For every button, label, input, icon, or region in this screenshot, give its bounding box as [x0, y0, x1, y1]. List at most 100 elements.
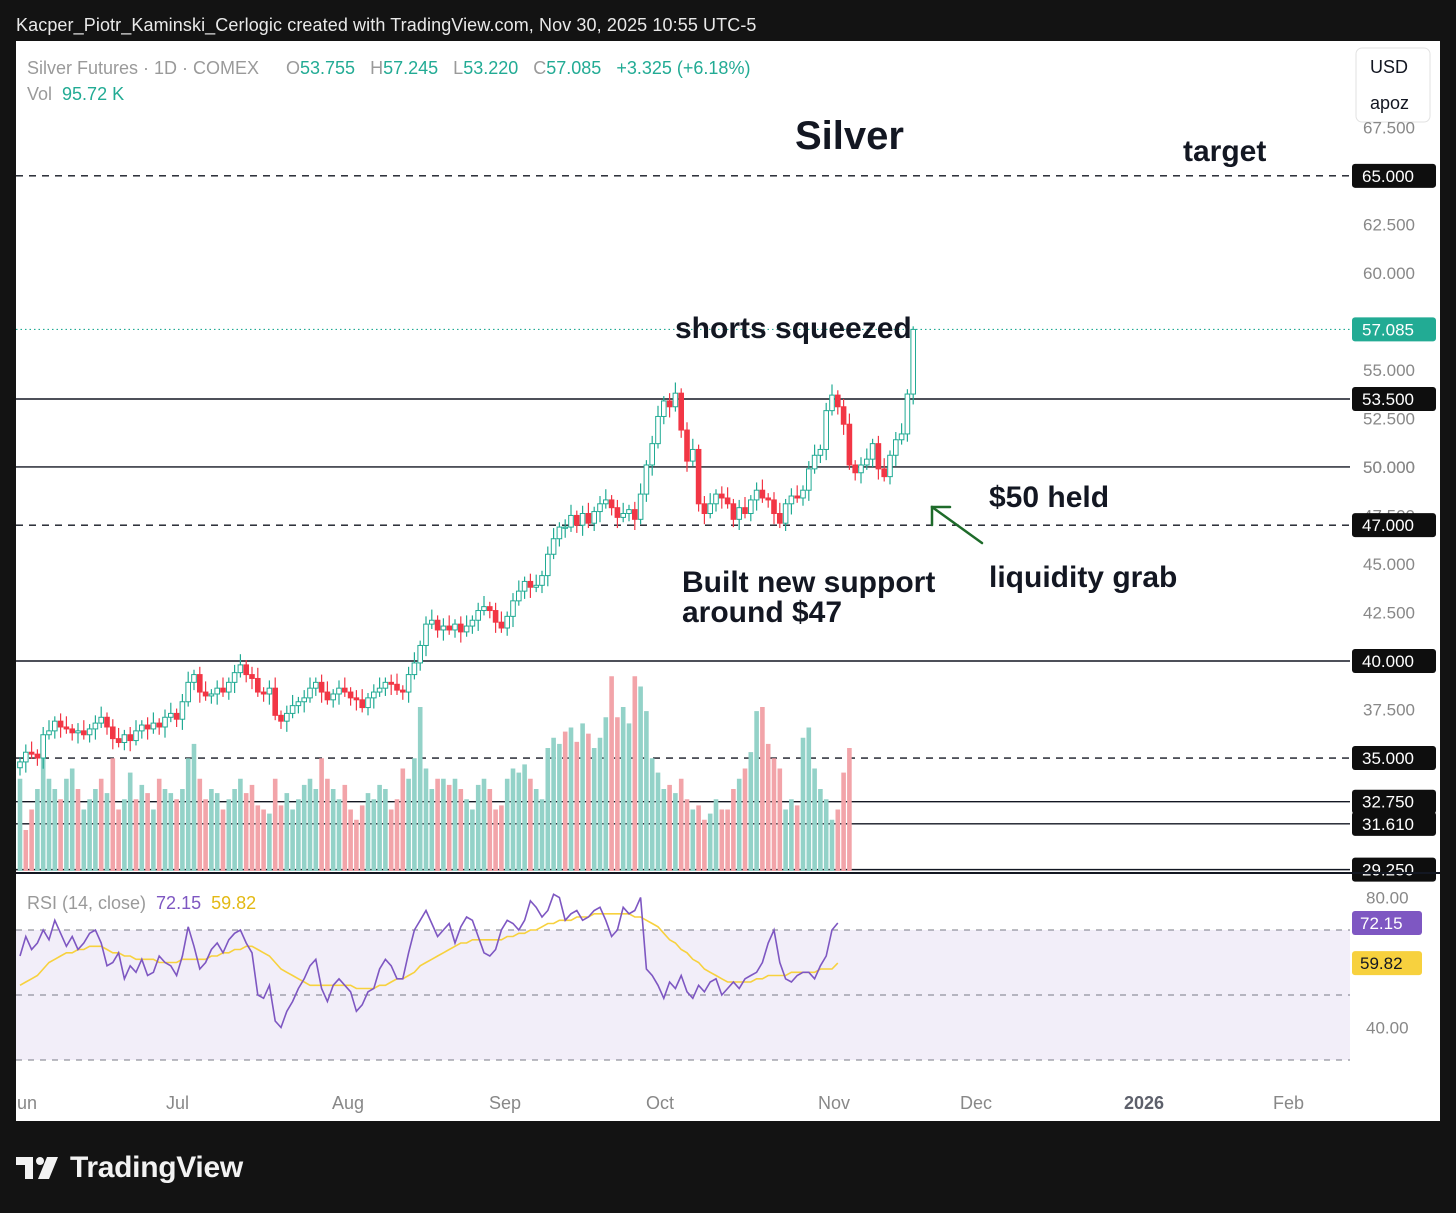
volume-bar — [516, 772, 522, 871]
level-tag-label: 32.750 — [1362, 793, 1414, 812]
tradingview-logo: TradingView — [16, 1148, 243, 1188]
candle-body — [110, 726, 116, 740]
price-tick-label: 45.000 — [1363, 555, 1415, 574]
volume-bar — [574, 741, 580, 871]
candle-body — [197, 674, 203, 693]
rsi-tick-label: 80.00 — [1366, 889, 1409, 908]
level-tag — [1352, 789, 1436, 814]
volume-bar — [104, 793, 110, 871]
volume-bar — [626, 723, 632, 871]
unit-label: apoz — [1370, 93, 1409, 113]
time-tick-label: Jul — [166, 1093, 189, 1113]
volume-bar — [383, 789, 388, 871]
candle-body — [637, 493, 644, 520]
legend-open-value: 53.755 — [300, 58, 355, 78]
volume-bar — [632, 676, 638, 871]
volume-bar — [603, 717, 609, 871]
time-axis[interactable]: Jun Jul Aug Sep Oct Nov Dec 2026 Feb — [16, 1093, 1304, 1113]
volume-bar — [290, 809, 295, 871]
volume-bar — [731, 789, 736, 871]
candle-body — [179, 701, 186, 720]
candle-body — [672, 392, 679, 408]
rsi-ma-tag-label: 59.82 — [1360, 954, 1403, 973]
volume-bar — [835, 809, 841, 871]
annotation-target: target — [1183, 135, 1266, 168]
candle-body — [63, 726, 70, 730]
candle-body — [388, 681, 394, 685]
candle-body — [742, 507, 748, 515]
volume-bar — [481, 778, 487, 871]
price-tick-label: 50.000 — [1363, 458, 1415, 477]
candle-body — [574, 514, 580, 526]
candle-body — [771, 499, 777, 515]
candle-body — [208, 693, 215, 697]
candle-body — [272, 687, 278, 716]
time-tick-label: 2026 — [1124, 1093, 1164, 1113]
candle-body — [893, 439, 899, 456]
candle-body — [661, 400, 667, 417]
volume-bar — [568, 727, 574, 871]
volume-bar — [493, 809, 498, 871]
volume-bar — [417, 707, 423, 871]
candle-body — [759, 489, 766, 499]
candle-body — [597, 503, 603, 513]
price-tick-label: 62.500 — [1363, 215, 1415, 234]
volume-bar — [359, 805, 365, 871]
currency-box[interactable]: USD apoz — [1355, 47, 1431, 123]
candle-body — [719, 493, 725, 499]
chart-svg[interactable]: Silver Futures · 1D · COMEX O53.755 H57.… — [16, 41, 1440, 1121]
candle-body — [301, 697, 307, 703]
volume-bar — [127, 772, 133, 871]
candle-body — [800, 489, 806, 499]
volume-bar — [133, 799, 139, 871]
volume-bar — [116, 809, 121, 871]
candle-body — [365, 697, 371, 709]
candle-body — [823, 410, 830, 450]
legend-low-value: 53.220 — [463, 58, 518, 78]
volume-bar — [528, 778, 533, 871]
volume-bar — [702, 819, 707, 871]
volume-bar — [533, 789, 539, 871]
volume-bar — [638, 686, 643, 871]
candle-body — [881, 468, 888, 478]
volume-bar — [765, 743, 771, 871]
candle-body — [649, 443, 656, 466]
volume-bar — [249, 784, 255, 871]
candle-body — [411, 662, 418, 676]
level-tag — [1352, 513, 1436, 538]
candle-body — [794, 495, 801, 499]
candle-body — [202, 691, 209, 697]
candle-body — [463, 625, 470, 633]
candle-body — [376, 687, 383, 693]
volume-bar — [267, 813, 272, 871]
candle-body — [875, 443, 882, 470]
candle-body — [191, 674, 197, 683]
volume-bar — [557, 743, 562, 871]
candle-body — [655, 415, 661, 445]
price-axis[interactable]: 67.50062.50060.00055.00052.50050.00047.5… — [1363, 118, 1415, 719]
candle-body — [666, 400, 673, 408]
candle-body — [910, 328, 917, 395]
volume-bar — [794, 805, 800, 871]
volume-bar — [406, 778, 411, 871]
rsi-pane[interactable]: 80.00 40.00 72.15 59.82 — [16, 889, 1422, 1061]
volume-bar — [690, 809, 696, 871]
level-tag — [1352, 317, 1436, 342]
candle-body — [144, 724, 151, 730]
volume-bar — [23, 830, 29, 871]
price-tick-label: 52.500 — [1363, 409, 1415, 428]
candle-body — [150, 722, 157, 730]
volume-bar — [214, 793, 220, 871]
volume-bar — [58, 799, 63, 871]
candle-body — [487, 606, 493, 612]
chart-panel[interactable]: Silver Futures · 1D · COMEX O53.755 H57.… — [16, 41, 1440, 1121]
rsi-line — [19, 893, 839, 1030]
volume-bar — [580, 723, 585, 871]
candle-body — [585, 513, 592, 524]
volume-bar — [684, 799, 690, 871]
volume-bar — [713, 799, 719, 871]
candle-body — [255, 677, 261, 693]
chart-legend: Silver Futures · 1D · COMEX O53.755 H57.… — [27, 58, 750, 104]
candle-body — [342, 687, 348, 693]
volume-bar — [719, 809, 725, 871]
